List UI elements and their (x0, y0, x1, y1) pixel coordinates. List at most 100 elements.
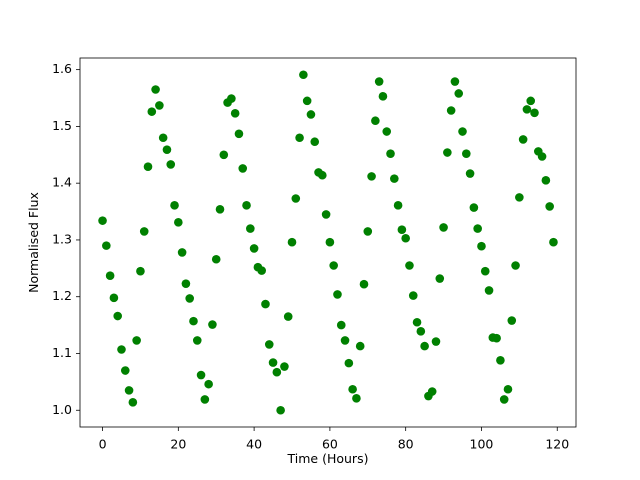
data-point (238, 164, 248, 173)
data-point (166, 160, 176, 169)
data-point (408, 291, 418, 300)
data-point (113, 311, 123, 321)
data-point (439, 223, 448, 232)
data-point (427, 387, 437, 396)
data-point (367, 172, 376, 181)
data-point (246, 224, 255, 233)
data-point (102, 241, 111, 250)
data-point (234, 129, 244, 139)
data-point (227, 94, 236, 103)
data-point (522, 105, 532, 114)
data-point (340, 336, 350, 345)
data-point (158, 133, 168, 143)
data-point (355, 341, 365, 351)
data-point (378, 92, 388, 101)
data-point (344, 358, 354, 368)
y-tick-label: 1.1 (52, 345, 72, 360)
data-point (416, 327, 426, 336)
data-point (215, 204, 225, 214)
data-point (333, 290, 342, 299)
data-point (359, 279, 369, 289)
data-point (98, 216, 107, 225)
data-point (170, 201, 179, 210)
data-point (507, 316, 517, 325)
x-tick-label: 80 (398, 437, 414, 452)
data-point (469, 203, 479, 212)
data-point (397, 225, 407, 235)
data-point (363, 227, 373, 236)
data-point (431, 337, 441, 346)
data-point (177, 248, 187, 257)
x-tick-label: 100 (470, 437, 494, 452)
data-point (310, 137, 320, 147)
data-point (371, 116, 380, 126)
data-point (162, 145, 172, 154)
data-point (462, 149, 471, 158)
data-point (336, 320, 346, 330)
data-point (503, 384, 513, 394)
data-point (473, 224, 482, 233)
x-tick-label: 20 (170, 437, 186, 452)
y-tick-label: 1.6 (52, 61, 72, 76)
y-tick-label: 1.2 (52, 288, 72, 303)
data-point (174, 218, 183, 227)
x-tick-label: 60 (322, 437, 338, 452)
data-point (208, 320, 217, 329)
data-point (120, 366, 130, 375)
data-point (480, 266, 490, 276)
data-point (143, 162, 153, 172)
data-point (181, 279, 191, 288)
data-point (386, 149, 395, 158)
data-point (230, 109, 240, 118)
data-point (515, 193, 524, 202)
data-point (249, 244, 259, 253)
data-point (390, 174, 399, 183)
data-point (276, 405, 285, 415)
data-point (541, 176, 551, 185)
y-tick-label: 1.3 (52, 231, 72, 246)
data-point (393, 201, 403, 210)
data-point (132, 336, 141, 345)
data-point (105, 271, 115, 281)
data-point (526, 96, 536, 106)
data-point (458, 127, 467, 136)
x-tick-label: 40 (246, 437, 262, 452)
x-tick-label: 0 (99, 437, 107, 452)
data-point (261, 299, 270, 309)
y-tick-label: 1.5 (52, 118, 72, 133)
data-point (302, 96, 312, 106)
data-point (374, 77, 384, 86)
data-point (329, 261, 338, 270)
data-point (321, 210, 331, 219)
data-point (420, 341, 429, 351)
data-point (192, 336, 202, 345)
data-point (352, 394, 361, 403)
data-point (257, 266, 266, 275)
data-point (518, 135, 528, 144)
data-point (139, 227, 149, 236)
data-point (287, 237, 297, 247)
data-point (405, 261, 414, 270)
data-point (185, 294, 194, 303)
data-point (496, 355, 505, 365)
data-point (272, 367, 282, 377)
x-axis-label: Time (Hours) (287, 451, 369, 466)
data-point (280, 362, 289, 371)
data-point (117, 345, 126, 354)
data-point (545, 202, 554, 211)
data-point (318, 170, 327, 180)
data-point (136, 266, 145, 276)
data-point (155, 101, 164, 110)
data-point (454, 89, 464, 98)
data-point (465, 169, 475, 178)
data-point (151, 85, 160, 94)
data-point (492, 333, 501, 343)
y-tick-label: 1.0 (52, 402, 72, 417)
data-point (477, 241, 486, 251)
data-point (295, 133, 304, 143)
data-point (242, 201, 251, 210)
data-point (348, 384, 357, 394)
y-axis-label: Normalised Flux (26, 192, 41, 293)
